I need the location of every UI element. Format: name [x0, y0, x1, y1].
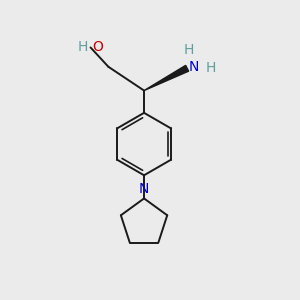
Text: H: H — [206, 61, 216, 75]
Text: H: H — [78, 40, 88, 55]
Polygon shape — [144, 65, 189, 91]
Text: N: N — [139, 182, 149, 196]
Text: O: O — [92, 40, 103, 55]
Text: H: H — [184, 43, 194, 57]
Text: N: N — [189, 60, 199, 74]
